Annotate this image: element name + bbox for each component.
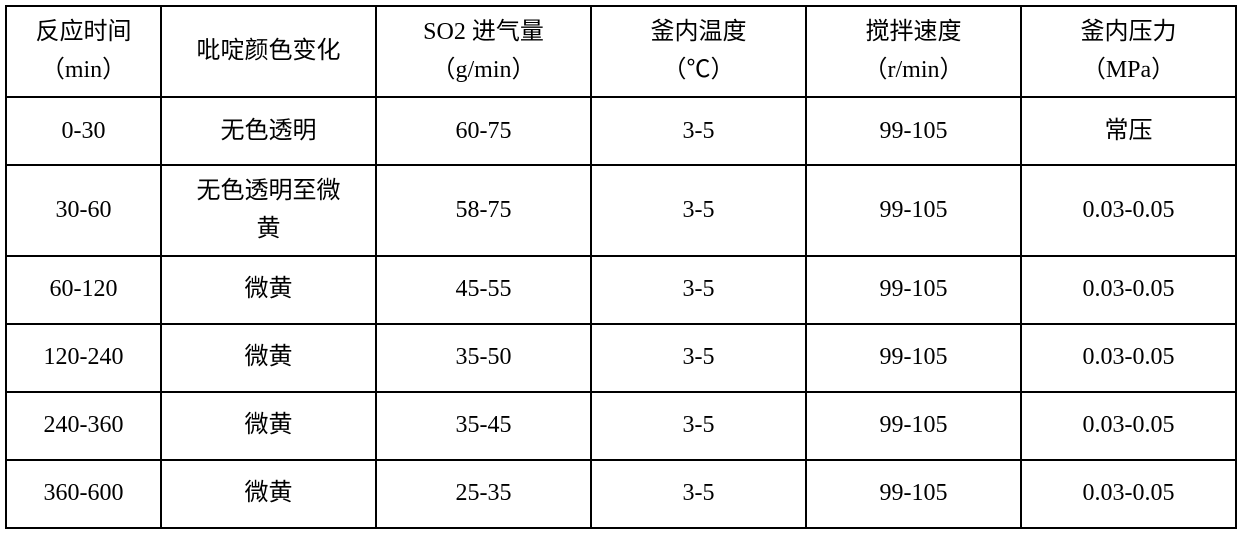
cell-stir: 99-105 [806,97,1021,165]
table-row: 240-360 微黄 35-45 3-5 99-105 0.03-0.05 [6,392,1236,460]
cell-stir: 99-105 [806,324,1021,392]
header-label: 釜内温度 [596,13,801,51]
cell-color: 微黄 [161,256,376,324]
cell-time: 120-240 [6,324,161,392]
header-unit: （min） [11,51,156,89]
cell-temp: 3-5 [591,324,806,392]
cell-so2: 35-50 [376,324,591,392]
cell-color: 微黄 [161,392,376,460]
cell-stir: 99-105 [806,256,1021,324]
table-row: 120-240 微黄 35-50 3-5 99-105 0.03-0.05 [6,324,1236,392]
cell-pressure: 0.03-0.05 [1021,392,1236,460]
cell-so2: 35-45 [376,392,591,460]
cell-temp: 3-5 [591,392,806,460]
cell-pressure: 常压 [1021,97,1236,165]
cell-so2: 58-75 [376,165,591,256]
cell-time: 30-60 [6,165,161,256]
cell-color: 无色透明至微 黄 [161,165,376,256]
cell-line: 微黄 [166,270,371,308]
cell-line: 黄 [166,210,371,248]
col-header-so2: SO2 进气量 （g/min） [376,6,591,97]
header-label: 釜内压力 [1026,13,1231,51]
data-table: 反应时间 （min） 吡啶颜色变化 SO2 进气量 （g/min） 釜内温度 （… [5,5,1237,529]
header-label: 吡啶颜色变化 [166,32,371,70]
header-unit: （g/min） [381,51,586,89]
col-header-color: 吡啶颜色变化 [161,6,376,97]
header-unit: （℃） [596,51,801,89]
table-row: 360-600 微黄 25-35 3-5 99-105 0.03-0.05 [6,460,1236,528]
cell-stir: 99-105 [806,392,1021,460]
cell-pressure: 0.03-0.05 [1021,165,1236,256]
header-label: 搅拌速度 [811,13,1016,51]
col-header-time: 反应时间 （min） [6,6,161,97]
header-unit: （MPa） [1026,51,1231,89]
col-header-pressure: 釜内压力 （MPa） [1021,6,1236,97]
cell-pressure: 0.03-0.05 [1021,324,1236,392]
cell-color: 微黄 [161,460,376,528]
header-unit: （r/min） [811,51,1016,89]
header-row: 反应时间 （min） 吡啶颜色变化 SO2 进气量 （g/min） 釜内温度 （… [6,6,1236,97]
table-row: 30-60 无色透明至微 黄 58-75 3-5 99-105 0.03-0.0… [6,165,1236,256]
cell-color: 无色透明 [161,97,376,165]
cell-time: 0-30 [6,97,161,165]
cell-temp: 3-5 [591,97,806,165]
cell-line: 无色透明至微 [166,172,371,210]
table-row: 0-30 无色透明 60-75 3-5 99-105 常压 [6,97,1236,165]
col-header-stir: 搅拌速度 （r/min） [806,6,1021,97]
cell-so2: 45-55 [376,256,591,324]
cell-time: 240-360 [6,392,161,460]
cell-temp: 3-5 [591,460,806,528]
cell-pressure: 0.03-0.05 [1021,460,1236,528]
cell-color: 微黄 [161,324,376,392]
cell-stir: 99-105 [806,165,1021,256]
cell-line: 无色透明 [166,112,371,150]
cell-so2: 60-75 [376,97,591,165]
cell-temp: 3-5 [591,165,806,256]
cell-temp: 3-5 [591,256,806,324]
cell-line: 微黄 [166,474,371,512]
cell-line: 微黄 [166,338,371,376]
cell-pressure: 0.03-0.05 [1021,256,1236,324]
header-label: 反应时间 [11,13,156,51]
cell-stir: 99-105 [806,460,1021,528]
table-row: 60-120 微黄 45-55 3-5 99-105 0.03-0.05 [6,256,1236,324]
cell-time: 60-120 [6,256,161,324]
header-label: SO2 进气量 [381,13,586,51]
cell-so2: 25-35 [376,460,591,528]
cell-time: 360-600 [6,460,161,528]
cell-line: 微黄 [166,406,371,444]
table-body: 0-30 无色透明 60-75 3-5 99-105 常压 30-60 无色透明… [6,97,1236,528]
col-header-temp: 釜内温度 （℃） [591,6,806,97]
